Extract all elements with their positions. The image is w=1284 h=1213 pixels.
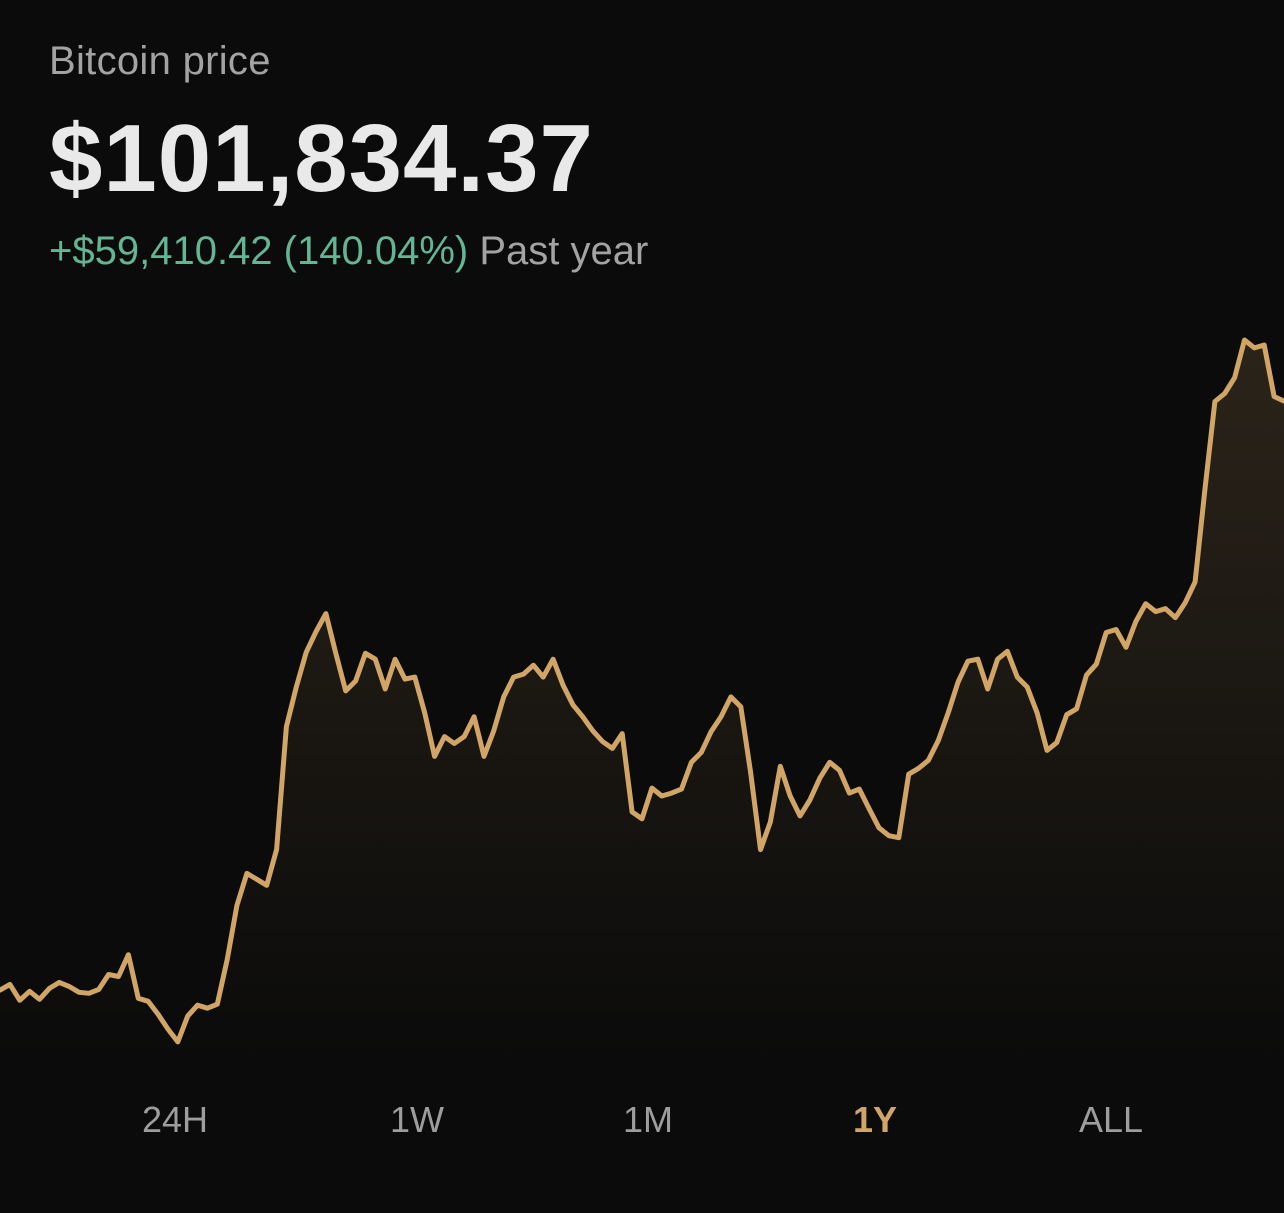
price-chart-svg[interactable] (0, 300, 1284, 1060)
price-header: Bitcoin price $101,834.37 +$59,410.42 (1… (49, 36, 1244, 276)
price-area-fill (0, 340, 1284, 1060)
time-range-selector: 24H 1W 1M 1Y ALL (0, 1090, 1284, 1150)
asset-label: Bitcoin price (49, 39, 271, 83)
price-change-period: Past year (479, 229, 649, 273)
range-all-button[interactable]: ALL (1078, 1099, 1144, 1140)
price-chart[interactable] (0, 300, 1284, 1060)
price-change-row: +$59,410.42 (140.04%) Past year (49, 226, 1244, 276)
price-line (0, 337, 1284, 1045)
range-24h-button[interactable]: 24H (141, 1099, 209, 1140)
price-change-value: +$59,410.42 (140.04%) (49, 229, 469, 273)
range-1w-button[interactable]: 1W (390, 1099, 444, 1140)
range-1m-button[interactable]: 1M (622, 1099, 674, 1140)
current-price: $101,834.37 (49, 105, 594, 212)
range-1y-button[interactable]: 1Y (852, 1099, 898, 1140)
